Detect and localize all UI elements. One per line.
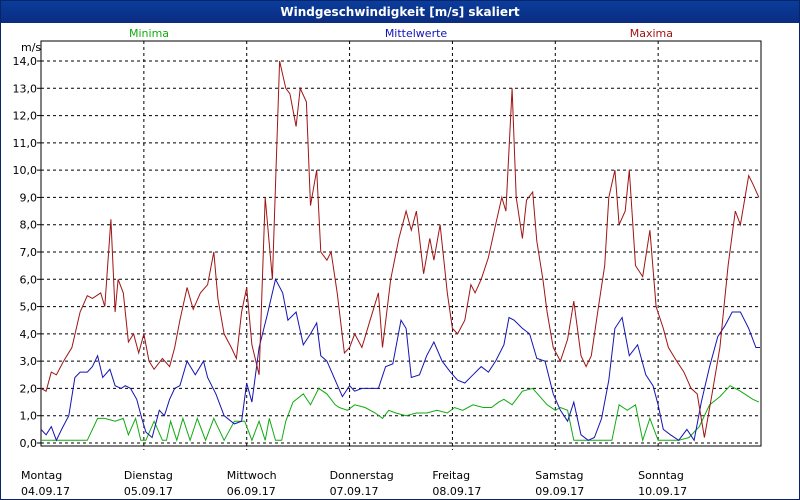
day-date-label: 07.09.17	[330, 485, 379, 498]
day-date-label: 09.09.17	[535, 485, 584, 498]
y-axis-labels: 0,0 1,0 2,0 3,0 4,0 5,0 6,0 7,0 8,0 9,0 10,0 11,0 12…	[13, 41, 42, 450]
axes	[37, 40, 762, 447]
day-date-label: 08.09.17	[432, 485, 481, 498]
x-axis-labels: Montag 04.09.17 Dienstag 05.09.17 Mittwoch 06…	[21, 469, 687, 498]
day-name-label: Donnerstag	[330, 469, 394, 482]
y-tick-label: 7,0	[20, 246, 38, 259]
day-date-label: 05.09.17	[124, 485, 173, 498]
day-name-label: Montag	[21, 469, 62, 482]
y-tick-label: 12,0	[13, 110, 38, 123]
wind-chart: 0,0 1,0 2,0 3,0 4,0 5,0 6,0 7,0 8,0 9,0 10,0 11,0 12…	[13, 27, 762, 498]
y-tick-label: 3,0	[20, 355, 38, 368]
y-tick-label: 11,0	[13, 137, 38, 150]
day-date-label: 10.09.17	[638, 485, 687, 498]
y-tick-label: 6,0	[20, 273, 38, 286]
series-line-maxima	[40, 60, 760, 438]
y-tick-label: 2,0	[20, 382, 38, 395]
y-tick-label: 1,0	[20, 410, 38, 423]
y-tick-label: 4,0	[20, 328, 38, 341]
day-date-label: 06.09.17	[227, 485, 276, 498]
day-name-label: Sonntag	[638, 469, 684, 482]
y-tick-label: 14,0	[13, 55, 38, 68]
y-tick-label: 13,0	[13, 82, 38, 95]
grid-lines	[41, 41, 761, 450]
y-tick-label: 9,0	[20, 191, 38, 204]
day-date-label: 04.09.17	[21, 485, 70, 498]
window-title: Windgeschwindigkeit [m/s] skaliert	[1, 1, 799, 23]
series-lines	[40, 60, 760, 443]
legend-maxima: Maxima	[630, 27, 673, 40]
y-tick-label: 5,0	[20, 301, 38, 314]
y-tick-label: 0,0	[20, 437, 38, 450]
legend-mittelwerte: Mittelwerte	[385, 27, 448, 40]
day-name-label: Dienstag	[124, 469, 173, 482]
day-name-label: Mittwoch	[227, 469, 277, 482]
day-name-label: Freitag	[432, 469, 470, 482]
legend: Minima Mittelwerte Maxima	[129, 27, 673, 40]
plot-frame	[40, 40, 762, 447]
series-line-minima	[41, 385, 760, 443]
y-axis-unit: m/s	[21, 41, 41, 54]
series-line-mittelwerte	[40, 277, 760, 442]
day-name-label: Samstag	[535, 469, 583, 482]
legend-minima: Minima	[129, 27, 169, 40]
y-tick-label: 10,0	[13, 164, 38, 177]
y-tick-label: 8,0	[20, 219, 38, 232]
